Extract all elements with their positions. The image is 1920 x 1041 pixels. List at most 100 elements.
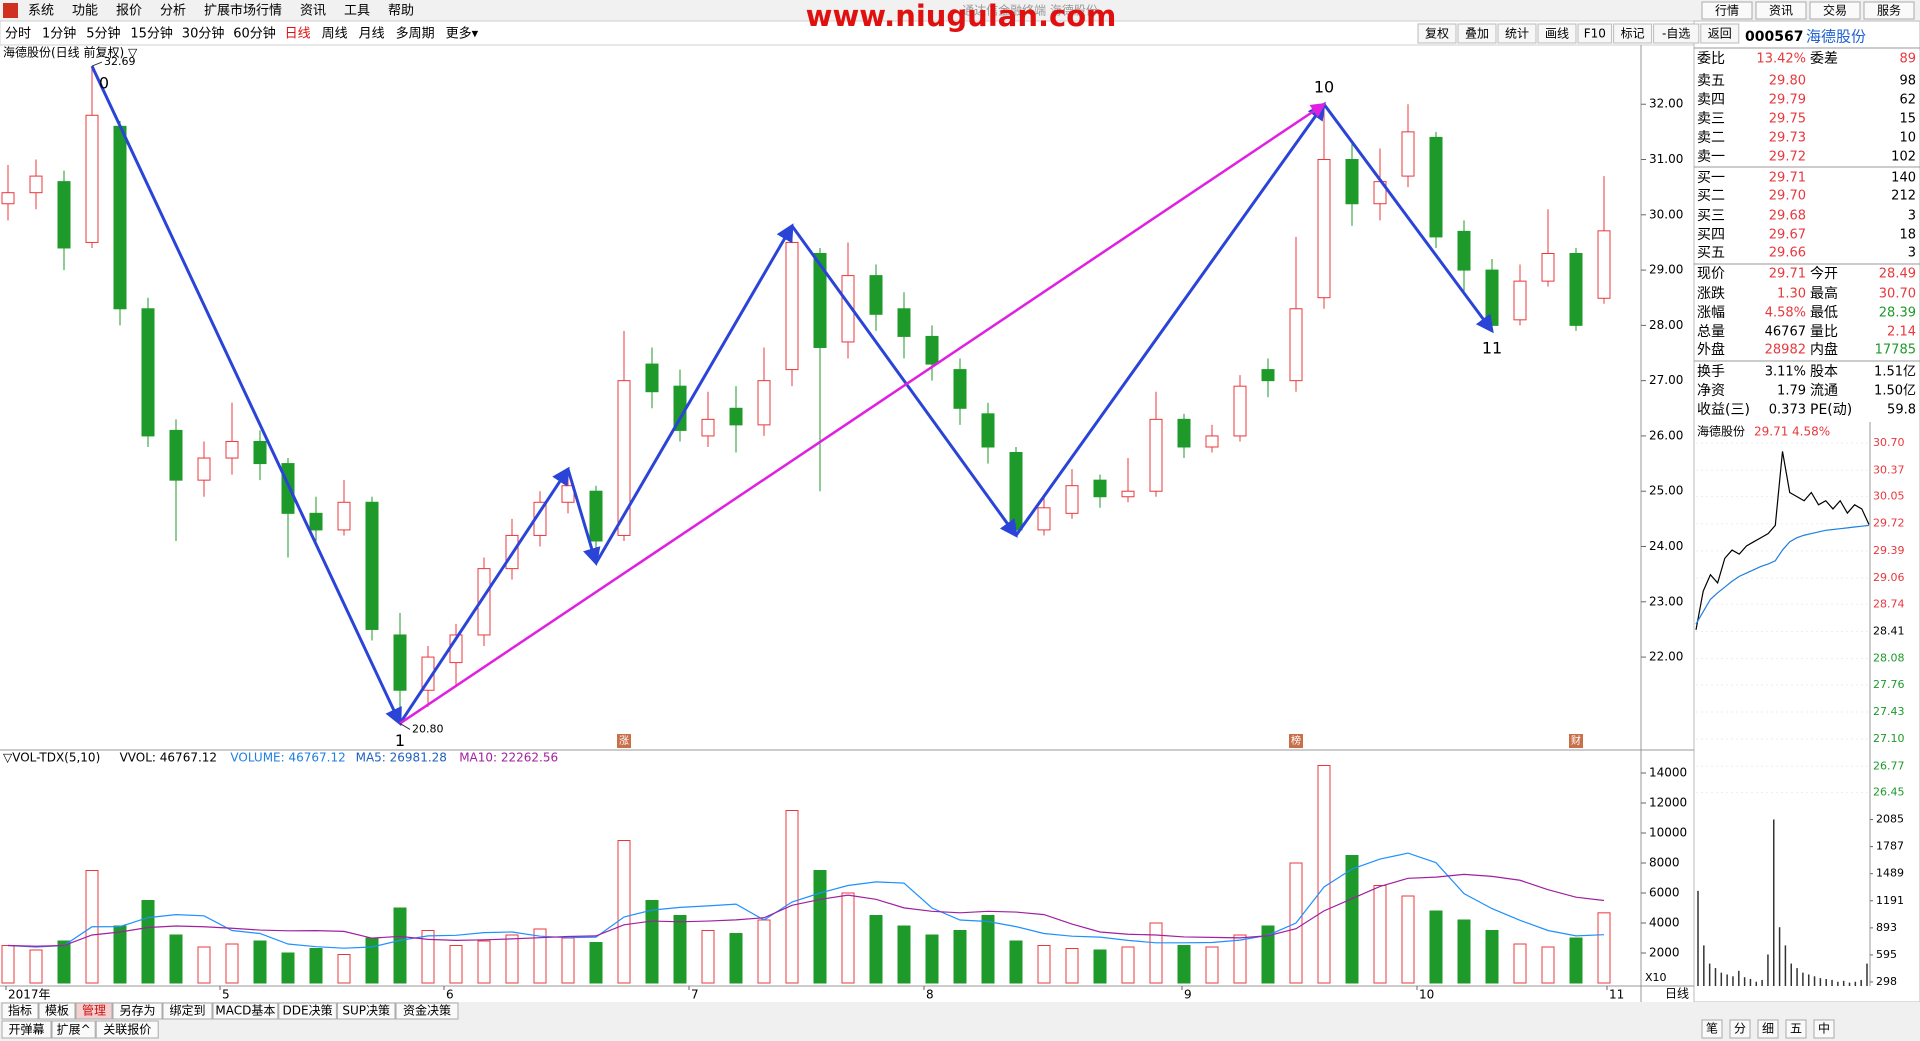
bottom-tab[interactable] xyxy=(1,1002,39,1020)
candle-body xyxy=(1401,131,1415,177)
bottom-tab-label[interactable]: MACD基本 xyxy=(215,1004,275,1018)
view-icon-label[interactable]: 五 xyxy=(1790,1022,1802,1036)
bottom-button[interactable] xyxy=(51,1020,96,1039)
y-tick-label: 10000 xyxy=(1649,826,1687,840)
menu-item[interactable]: 资讯 xyxy=(300,4,326,19)
period-tab[interactable]: 日线 xyxy=(285,27,311,42)
bottom-tab[interactable] xyxy=(395,1002,459,1020)
stock-code: 000567 xyxy=(1745,29,1803,45)
menu-button[interactable] xyxy=(1755,1,1807,20)
tool-button-label[interactable]: 画线 xyxy=(1545,27,1569,41)
volume-bar xyxy=(981,915,995,984)
bottom-tab[interactable] xyxy=(278,1002,337,1020)
menu-item[interactable]: 功能 xyxy=(72,4,98,19)
tool-button[interactable] xyxy=(1613,23,1653,44)
view-icon-label[interactable]: 细 xyxy=(1762,1022,1774,1036)
view-icon[interactable] xyxy=(1785,1019,1807,1039)
bottom-tab-label[interactable]: DDE决策 xyxy=(283,1004,333,1018)
candle-body xyxy=(841,275,855,343)
menu-button-label[interactable]: 交易 xyxy=(1823,3,1847,18)
bottom-tab[interactable] xyxy=(112,1002,163,1020)
event-marker-label: 涨 xyxy=(619,735,629,747)
tool-button-label[interactable]: F10 xyxy=(1584,27,1606,41)
view-icon[interactable] xyxy=(1813,1019,1835,1039)
menu-item[interactable]: 系统 xyxy=(28,4,54,19)
view-icon[interactable] xyxy=(1729,1019,1751,1039)
bottom-tab-label[interactable]: 绑定到 xyxy=(169,1003,205,1018)
quote-value: 29.75 xyxy=(1769,112,1806,127)
quote-value: 1.30 xyxy=(1777,287,1806,302)
bottom-button-label[interactable]: 关联报价 xyxy=(103,1022,151,1037)
tool-button[interactable] xyxy=(1577,23,1613,44)
view-icon-label[interactable]: 分 xyxy=(1734,1022,1746,1036)
period-tab[interactable]: 1分钟 xyxy=(42,26,76,42)
tool-button-label[interactable]: 复权 xyxy=(1425,27,1449,41)
bottom-tab-label[interactable]: 管理 xyxy=(82,1003,106,1018)
volume-bar xyxy=(1429,910,1443,984)
tool-button[interactable] xyxy=(1653,23,1700,44)
period-tab[interactable]: 更多▾ xyxy=(446,26,479,42)
menu-button-label[interactable]: 资讯 xyxy=(1769,4,1793,18)
ma-line xyxy=(7,873,1605,947)
quote-value: 46767 xyxy=(1765,325,1806,340)
tool-button[interactable] xyxy=(1497,23,1537,44)
volume-bar xyxy=(197,946,211,984)
view-icon[interactable] xyxy=(1701,1019,1723,1039)
quote-label: 委差 xyxy=(1810,51,1838,67)
menu-item[interactable]: 报价 xyxy=(116,4,142,19)
tool-button[interactable] xyxy=(1417,23,1457,44)
tool-button[interactable] xyxy=(1457,23,1497,44)
view-icon-label[interactable]: 中 xyxy=(1818,1021,1830,1036)
volume-bar xyxy=(645,900,659,984)
volume-bar xyxy=(1569,937,1583,984)
tool-button[interactable] xyxy=(1537,23,1577,44)
bottom-tab-label[interactable]: 另存为 xyxy=(119,1004,155,1018)
volume-bar xyxy=(1541,946,1555,984)
menu-button[interactable] xyxy=(1701,1,1753,20)
bottom-tab[interactable] xyxy=(75,1002,113,1020)
period-tab[interactable]: 多周期 xyxy=(396,26,435,42)
period-tab[interactable]: 月线 xyxy=(359,27,385,42)
bottom-tab[interactable] xyxy=(336,1002,396,1020)
bottom-tab[interactable] xyxy=(212,1002,279,1020)
tool-button-label[interactable]: 标记 xyxy=(1621,27,1645,41)
period-tab[interactable]: 5分钟 xyxy=(86,26,120,42)
bottom-tab-label[interactable]: 模板 xyxy=(45,1004,69,1018)
bottom-tab-label[interactable]: SUP决策 xyxy=(342,1004,390,1018)
menu-button-label[interactable]: 服务 xyxy=(1877,3,1901,18)
bottom-button-label[interactable]: 扩展^ xyxy=(57,1023,91,1037)
menu-button[interactable] xyxy=(1863,1,1915,20)
bottom-tab-label[interactable]: 资金决策 xyxy=(403,1003,451,1018)
quote-qty: 102 xyxy=(1891,150,1916,165)
quote-qty: 62 xyxy=(1899,93,1916,108)
menu-item[interactable]: 分析 xyxy=(160,4,186,19)
bottom-button[interactable] xyxy=(95,1020,159,1039)
view-icon-label[interactable]: 笔 xyxy=(1706,1021,1718,1036)
period-tab[interactable]: 分时 xyxy=(5,27,31,42)
volume-bar xyxy=(701,930,715,984)
bottom-button[interactable] xyxy=(1,1020,52,1039)
menu-item[interactable]: 扩展市场行情 xyxy=(204,3,282,19)
tool-button-label[interactable]: -自选 xyxy=(1662,27,1690,41)
menu-button-label[interactable]: 行情 xyxy=(1715,4,1739,18)
period-tab[interactable]: 周线 xyxy=(322,27,348,42)
tool-button-label[interactable]: 返回 xyxy=(1708,27,1732,41)
candle-body xyxy=(85,114,99,243)
tool-button[interactable] xyxy=(1700,23,1740,44)
period-tab[interactable]: 60分钟 xyxy=(233,26,276,42)
y-tick-label: 32.00 xyxy=(1649,97,1683,111)
menu-item[interactable]: 帮助 xyxy=(388,4,414,19)
tool-button-label[interactable]: 叠加 xyxy=(1465,27,1489,41)
bottom-tab-label[interactable]: 指标 xyxy=(8,1003,32,1018)
bottom-tab[interactable] xyxy=(162,1002,213,1020)
bottom-button-label[interactable]: 开弹幕 xyxy=(8,1023,44,1037)
view-icon[interactable] xyxy=(1757,1019,1779,1039)
stock-name: 海德股份 xyxy=(1806,28,1866,46)
menu-item[interactable]: 工具 xyxy=(344,4,370,19)
menu-button[interactable] xyxy=(1809,1,1861,20)
tool-button-label[interactable]: 统计 xyxy=(1505,27,1529,41)
period-tab[interactable]: 30分钟 xyxy=(182,26,225,42)
bottom-tab[interactable] xyxy=(38,1002,76,1020)
intraday-tick-label: 30.37 xyxy=(1873,463,1905,476)
period-tab[interactable]: 15分钟 xyxy=(130,26,173,42)
